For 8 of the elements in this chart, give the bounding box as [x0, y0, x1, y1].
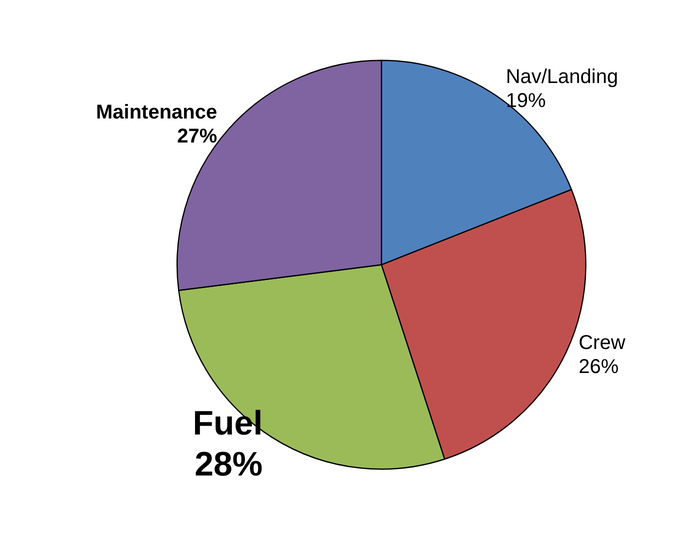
slice-label: Maintenance [96, 101, 218, 124]
data-label: 28% [194, 445, 263, 484]
data-label: 27% [177, 125, 218, 148]
slice-label: Crew [578, 332, 626, 354]
slice-label: Fuel [192, 404, 263, 443]
data-label: 26% [578, 356, 619, 378]
slice-label: Nav/Landing [506, 66, 618, 88]
data-label: 19% [506, 90, 546, 112]
